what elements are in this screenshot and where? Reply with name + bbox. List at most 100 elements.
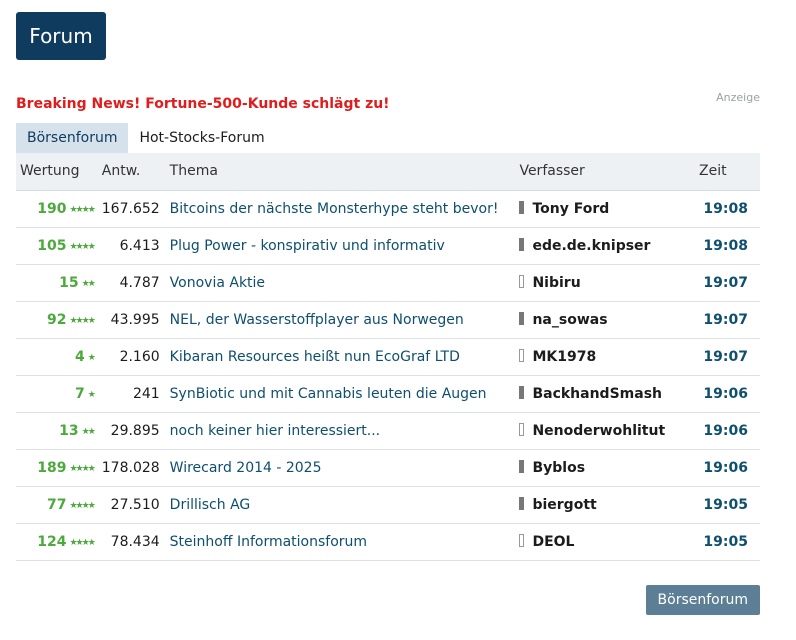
rating-cell: 189 ★★★★: [16, 449, 98, 487]
answers-count: 78.434: [110, 533, 160, 550]
ad-label: Anzeige: [716, 91, 760, 104]
table-header-row: Wertung Antw. Thema Verfasser Zeit: [16, 153, 760, 191]
rating-value: 92: [47, 311, 67, 328]
topic-link[interactable]: Vonovia Aktie: [169, 274, 266, 291]
topic-link[interactable]: Plug Power - konspirativ und informativ: [169, 237, 445, 254]
topic-cell: SynBiotic und mit Cannabis leuten die Au…: [163, 375, 516, 413]
topic-cell: Vonovia Aktie: [163, 264, 516, 302]
table-row[interactable]: 13 ★★ 29.895 noch keiner hier interessier…: [16, 412, 760, 450]
author-link[interactable]: Nibiru: [532, 274, 581, 291]
rating-cell: 92 ★★★★: [16, 301, 98, 339]
time-link[interactable]: 19:08: [703, 237, 748, 254]
rating-value: 13: [59, 422, 79, 439]
topic-cell: Wirecard 2014 - 2025: [163, 449, 516, 487]
star-icon: ★★★★: [69, 537, 95, 548]
topic-link[interactable]: SynBiotic und mit Cannabis leuten die Au…: [169, 385, 487, 402]
user-status-icon: [519, 533, 525, 547]
forum-tabs: Börsenforum Hot-Stocks-Forum: [16, 123, 276, 153]
time-cell: 19:06: [695, 449, 760, 487]
answers-count: 6.413: [119, 237, 160, 254]
author-link[interactable]: Tony Ford: [532, 200, 610, 217]
star-icon: ★★: [81, 426, 96, 437]
topic-link[interactable]: Drillisch AG: [169, 496, 251, 513]
author-link[interactable]: biergott: [532, 496, 597, 513]
user-status-icon: [519, 422, 525, 436]
user-status-icon: [519, 200, 525, 214]
answers-cell: 167.652: [97, 190, 164, 228]
author-link[interactable]: ede.de.knipser: [532, 237, 651, 254]
time-cell: 19:05: [695, 523, 760, 561]
user-status-icon: [519, 311, 525, 325]
topic-cell: Bitcoins der nächste Monsterhype steht b…: [163, 190, 516, 228]
tab-boersenforum[interactable]: Börsenforum: [16, 123, 129, 153]
topic-link[interactable]: Bitcoins der nächste Monsterhype steht b…: [169, 200, 499, 217]
answers-cell: 78.434: [97, 523, 164, 561]
table-row[interactable]: 190 ★★★★ 167.652 Bitcoins der nächste Mon…: [16, 190, 760, 228]
topic-link[interactable]: Wirecard 2014 - 2025: [169, 459, 322, 476]
time-cell: 19:05: [695, 486, 760, 524]
author-link[interactable]: na_sowas: [532, 311, 608, 328]
topic-cell: Plug Power - konspirativ und informativ: [163, 227, 516, 265]
author-cell: DEOL: [515, 523, 696, 561]
author-link[interactable]: MK1978: [532, 348, 597, 365]
table-row[interactable]: 124 ★★★★ 78.434 Steinhoff Informationsfor…: [16, 523, 760, 561]
time-link[interactable]: 19:08: [703, 200, 748, 217]
topic-cell: NEL, der Wasserstoffplayer aus Norwegen: [163, 301, 516, 339]
topic-link[interactable]: Kibaran Resources heißt nun EcoGraf LTD: [169, 348, 460, 365]
breaking-news-link[interactable]: Breaking News! Fortune-500-Kunde schlägt…: [16, 96, 390, 112]
table-row[interactable]: 189 ★★★★ 178.028 Wirecard 2014 - 2025 Byb…: [16, 449, 760, 487]
rating-cell: 77 ★★★★: [16, 486, 98, 524]
author-link[interactable]: Byblos: [532, 459, 586, 476]
user-status-icon: [519, 348, 525, 362]
rating-value: 105: [37, 237, 67, 254]
topic-link[interactable]: Steinhoff Informationsforum: [169, 533, 368, 550]
author-cell: Nenoderwohlitut: [515, 412, 696, 450]
topic-link[interactable]: noch keiner hier interessiert...: [169, 422, 381, 439]
column-header-topic[interactable]: Thema: [163, 153, 516, 191]
boersenforum-button[interactable]: Börsenforum: [645, 585, 760, 615]
table-row[interactable]: 7 ★ 241 SynBiotic und mit Cannabis leuten…: [16, 375, 760, 413]
user-status-icon: [519, 459, 525, 473]
table-row[interactable]: 92 ★★★★ 43.995 NEL, der Wasserstoffplayer…: [16, 301, 760, 339]
rating-value: 4: [74, 348, 85, 365]
star-icon: ★★★★: [69, 241, 95, 252]
topic-cell: noch keiner hier interessiert...: [163, 412, 516, 450]
star-icon: ★★★★: [69, 463, 95, 474]
time-link[interactable]: 19:06: [703, 459, 748, 476]
table-row[interactable]: 77 ★★★★ 27.510 Drillisch AG biergott 19:0…: [16, 486, 760, 524]
time-link[interactable]: 19:07: [703, 348, 748, 365]
column-header-time[interactable]: Zeit: [695, 153, 760, 191]
topic-cell: Steinhoff Informationsforum: [163, 523, 516, 561]
column-header-answers[interactable]: Antw.: [97, 153, 164, 191]
author-link[interactable]: DEOL: [532, 533, 575, 550]
author-cell: Byblos: [515, 449, 696, 487]
tab-hot-stocks-forum[interactable]: Hot-Stocks-Forum: [139, 130, 265, 146]
rating-cell: 7 ★: [16, 375, 98, 413]
answers-cell: 43.995: [97, 301, 164, 339]
column-header-author[interactable]: Verfasser: [515, 153, 696, 191]
time-link[interactable]: 19:05: [703, 496, 748, 513]
table-row[interactable]: 4 ★ 2.160 Kibaran Resources heißt nun Eco…: [16, 338, 760, 376]
rating-value: 190: [37, 200, 67, 217]
time-link[interactable]: 19:05: [703, 533, 748, 550]
table-row[interactable]: 105 ★★★★ 6.413 Plug Power - konspirativ u…: [16, 227, 760, 265]
star-icon: ★★★★: [69, 500, 95, 511]
star-icon: ★★★★: [69, 315, 95, 326]
time-link[interactable]: 19:06: [703, 422, 748, 439]
author-cell: Nibiru: [515, 264, 696, 302]
topic-link[interactable]: NEL, der Wasserstoffplayer aus Norwegen: [169, 311, 464, 328]
author-link[interactable]: BackhandSmash: [532, 385, 663, 402]
table-row[interactable]: 15 ★★ 4.787 Vonovia Aktie Nibiru 19:07: [16, 264, 760, 302]
star-icon: ★: [87, 352, 96, 363]
time-link[interactable]: 19:06: [703, 385, 748, 402]
answers-count: 178.028: [101, 459, 160, 476]
rating-cell: 124 ★★★★: [16, 523, 98, 561]
time-link[interactable]: 19:07: [703, 274, 748, 291]
time-link[interactable]: 19:07: [703, 311, 748, 328]
author-link[interactable]: Nenoderwohlitut: [532, 422, 666, 439]
page-title: Forum: [16, 12, 106, 60]
answers-cell: 2.160: [97, 338, 164, 376]
topic-cell: Drillisch AG: [163, 486, 516, 524]
time-cell: 19:06: [695, 412, 760, 450]
column-header-rating[interactable]: Wertung: [16, 153, 98, 191]
